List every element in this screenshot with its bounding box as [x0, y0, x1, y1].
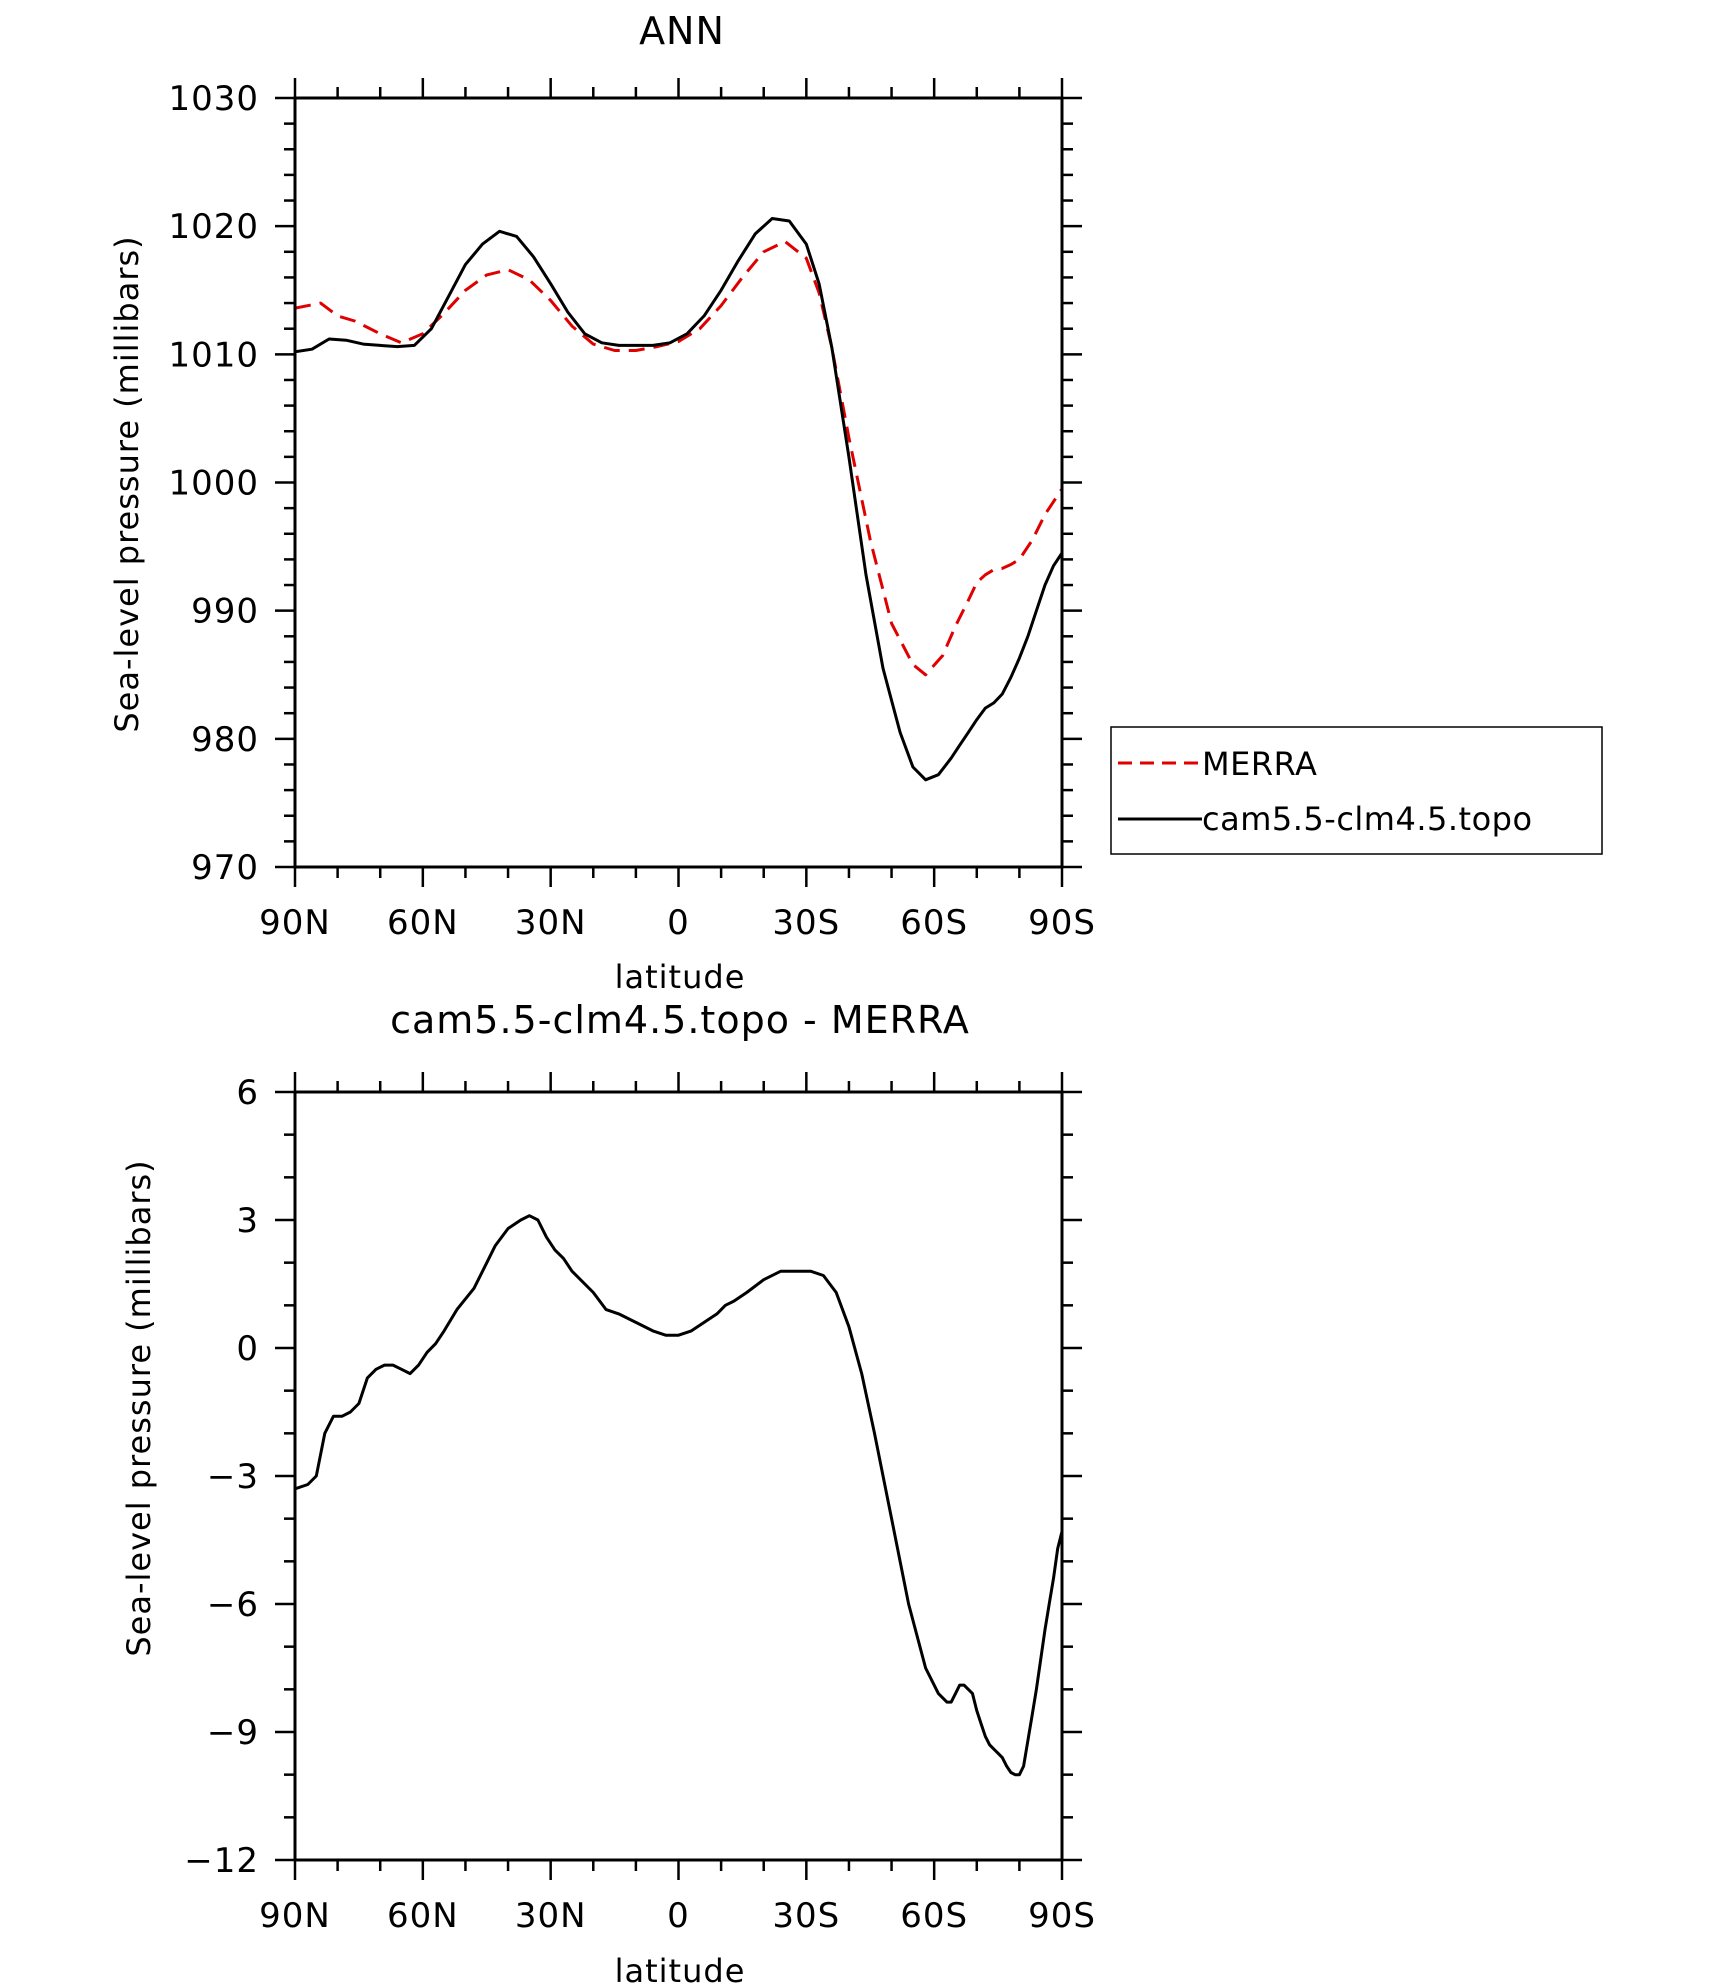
- x-tick-label: 60S: [900, 1896, 968, 1936]
- chart-title: ANN: [639, 9, 725, 53]
- legend-box: [1110, 726, 1603, 855]
- y-tick-label: −12: [184, 1841, 259, 1881]
- x-tick-label: 60N: [387, 903, 459, 943]
- y-tick-label: −9: [207, 1713, 259, 1753]
- x-tick-label: 60N: [387, 1896, 459, 1936]
- x-axis-label: latitude: [615, 958, 746, 996]
- x-tick-label: 30S: [772, 1896, 840, 1936]
- x-tick-label: 90N: [259, 1896, 331, 1936]
- legend-label-merra: MERRA: [1202, 745, 1317, 783]
- x-tick-label: 30N: [515, 903, 587, 943]
- panel-top: ANN Sea-level pressure (millibars) latit…: [108, 9, 1603, 996]
- x-axis-label: latitude: [615, 1952, 746, 1988]
- panel-bottom: cam5.5-clm4.5.topo - MERRA Sea-level pre…: [120, 998, 1096, 1988]
- y-axis-label: Sea-level pressure (millibars): [108, 235, 146, 732]
- x-tick-label: 0: [667, 1896, 690, 1936]
- y-tick-label: 990: [191, 592, 259, 632]
- series-line-0: [295, 1214, 1062, 1777]
- y-tick-label: 1000: [168, 464, 259, 504]
- y-axis-label: Sea-level pressure (millibars): [120, 1159, 158, 1656]
- x-tick-label: 90S: [1028, 903, 1096, 943]
- x-tick-label: 0: [667, 903, 690, 943]
- x-tick-label: 60S: [900, 903, 968, 943]
- x-tick-label: 30S: [772, 903, 840, 943]
- y-tick-label: 0: [236, 1329, 259, 1369]
- legend-label-model: cam5.5-clm4.5.topo: [1202, 800, 1533, 838]
- series-line-1: [295, 217, 1062, 782]
- y-tick-label: −3: [207, 1457, 259, 1497]
- y-tick-label: 1010: [168, 335, 259, 375]
- y-tick-label: 1020: [168, 207, 259, 247]
- series-line-0: [295, 240, 1062, 677]
- y-tick-label: 970: [191, 848, 259, 888]
- y-tick-label: 980: [191, 720, 259, 760]
- chart-title: cam5.5-clm4.5.topo - MERRA: [390, 998, 970, 1042]
- legend: MERRA cam5.5-clm4.5.topo: [1110, 726, 1603, 855]
- y-tick-label: 1030: [168, 79, 259, 119]
- y-tick-label: 3: [236, 1201, 259, 1241]
- y-tick-label: −6: [207, 1585, 259, 1625]
- plot-frame: [293, 96, 1064, 869]
- x-tick-label: 90S: [1028, 1896, 1096, 1936]
- x-tick-label: 30N: [515, 1896, 587, 1936]
- y-tick-label: 6: [236, 1073, 259, 1113]
- x-tick-label: 90N: [259, 903, 331, 943]
- plot-frame: [293, 1090, 1064, 1862]
